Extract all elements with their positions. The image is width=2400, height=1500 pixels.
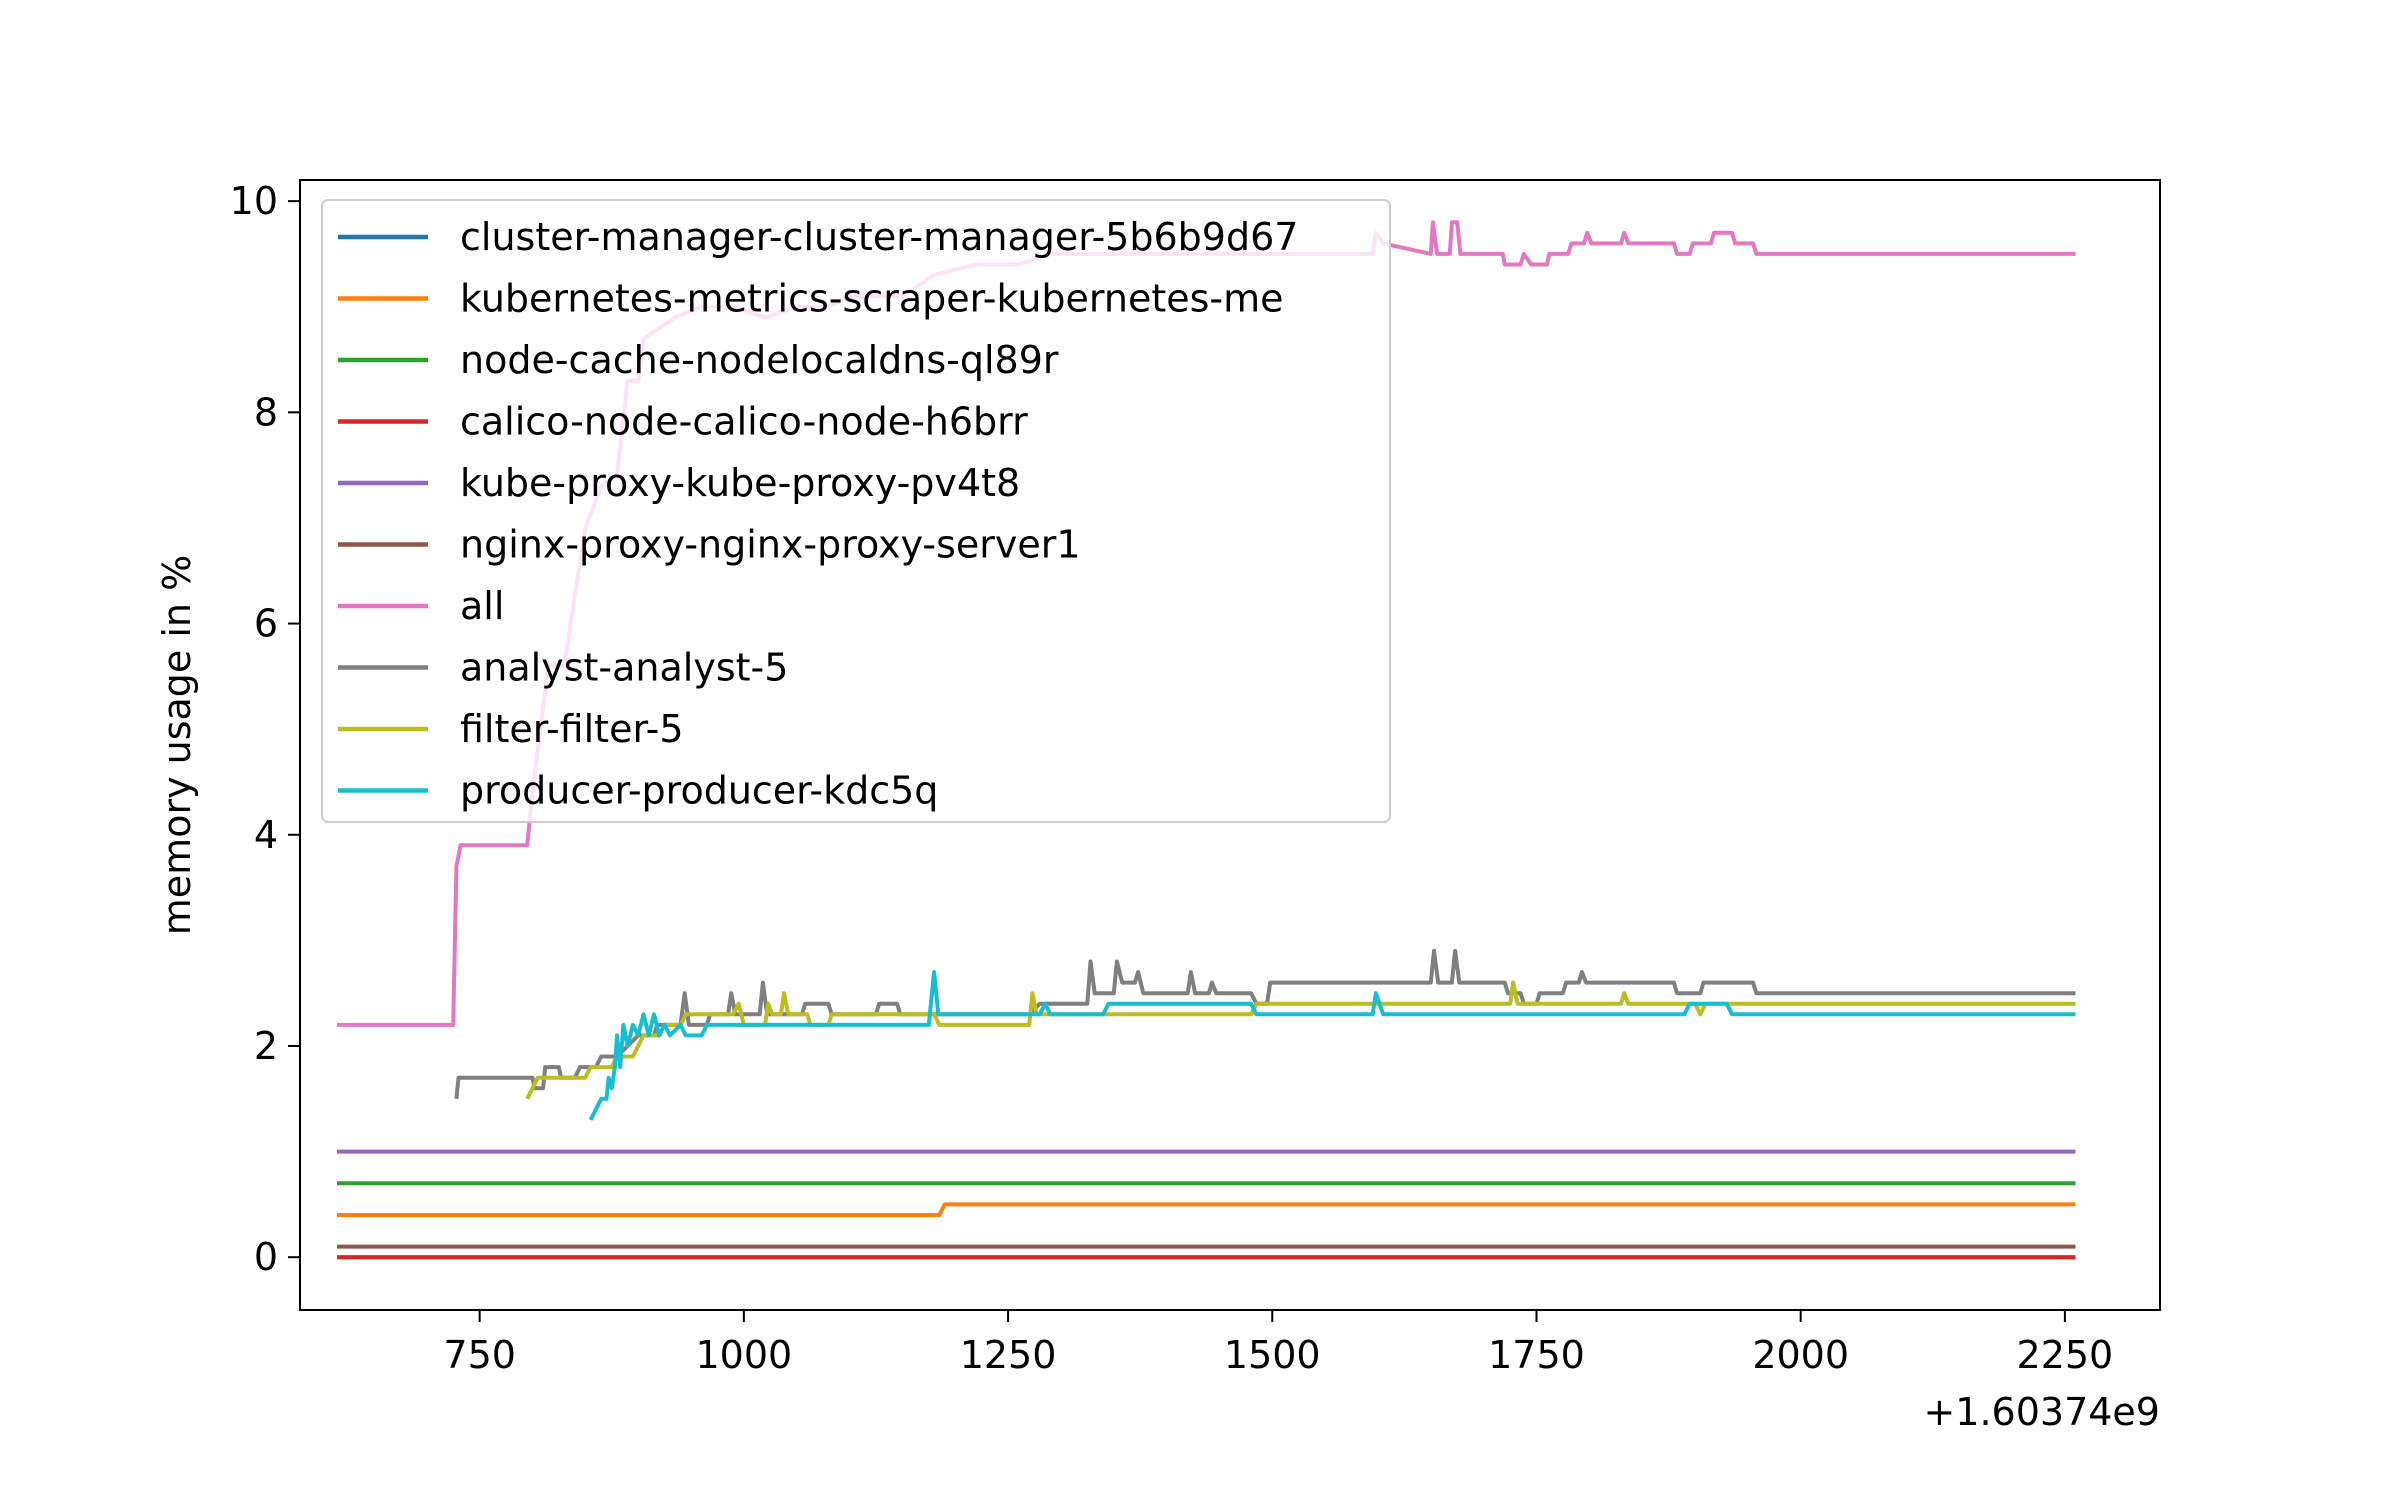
x-tick-label: 750 — [443, 1333, 516, 1377]
y-tick-label: 8 — [254, 390, 278, 434]
legend-label: calico-node-calico-node-h6brr — [460, 400, 1028, 444]
legend-label: kubernetes-metrics-scraper-kubernetes-me — [460, 277, 1284, 321]
legend: cluster-manager-cluster-manager-5b6b9d67… — [321, 199, 1391, 823]
y-axis: 0 2 4 6 8 10 — [230, 179, 300, 1279]
legend-label: cluster-manager-cluster-manager-5b6b9d67 — [460, 215, 1298, 259]
x-axis-offset-label: +1.60374e9 — [1923, 1390, 2160, 1434]
legend-label: analyst-analyst-5 — [460, 646, 788, 690]
y-axis-label: memory usage in % — [155, 555, 199, 935]
legend-label: kube-proxy-kube-proxy-pv4t8 — [460, 461, 1020, 505]
legend-label: nginx-proxy-nginx-proxy-server1 — [460, 523, 1081, 567]
series-line-9 — [588, 970, 2076, 1121]
x-tick-label: 1500 — [1224, 1333, 1321, 1377]
x-tick-label: 2000 — [1752, 1333, 1849, 1377]
legend-label: all — [460, 584, 504, 628]
x-tick-label: 2250 — [2017, 1333, 2114, 1377]
y-tick-label: 10 — [230, 179, 278, 223]
series-lines — [337, 220, 2076, 1260]
legend-label: filter-filter-5 — [460, 707, 684, 751]
series-line-1 — [337, 1202, 2076, 1217]
y-tick-label: 4 — [254, 813, 278, 857]
plot-frame — [299, 179, 2161, 1311]
legend-frame — [321, 199, 1391, 823]
x-tick-label: 1750 — [1488, 1333, 1585, 1377]
series-line-8 — [525, 980, 2076, 1100]
y-tick-label: 6 — [254, 602, 278, 646]
y-tick-label: 2 — [254, 1024, 278, 1068]
x-tick-label: 1000 — [696, 1333, 793, 1377]
legend-label: node-cache-nodelocaldns-ql89r — [460, 338, 1059, 382]
x-tick-label: 1250 — [960, 1333, 1057, 1377]
x-axis: 750 1000 1250 1500 1750 2000 2250 — [443, 1310, 2113, 1377]
legend-label: producer-producer-kdc5q — [460, 769, 938, 813]
y-tick-label: 0 — [254, 1235, 278, 1279]
